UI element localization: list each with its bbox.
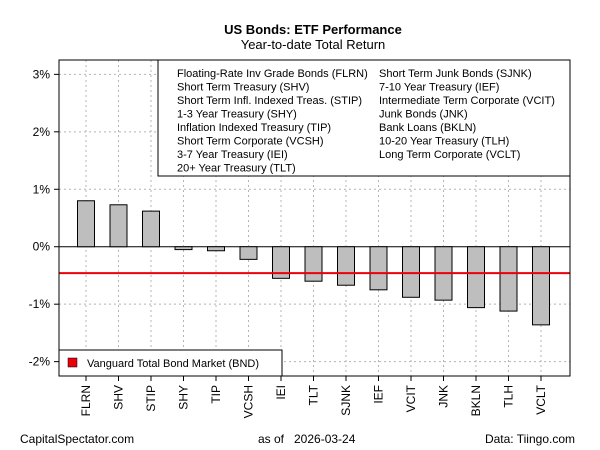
x-tick-label: BKLN — [469, 385, 483, 416]
y-tick-label: -2% — [29, 355, 51, 369]
etf-legend-entry: 7-10 Year Treasury (IEF) — [379, 82, 499, 94]
etf-legend-entry: Junk Bonds (JNK) — [379, 109, 468, 121]
bar-vclt — [532, 246, 550, 326]
x-axis: FLRN SHV STIP SHY TIP VCSH IEI TLT SJNK IEF VCIT JN… — [79, 376, 548, 418]
bar-ief — [369, 246, 388, 291]
x-tick-label: STIP — [144, 385, 158, 412]
chart-subtitle: Year-to-date Total Return — [241, 37, 386, 52]
x-tick-label: TLT — [307, 384, 321, 405]
bar-vcit — [402, 246, 420, 298]
bar-sjnk — [337, 246, 355, 286]
bars-layer — [77, 200, 550, 326]
etf-legend-entry: Short Term Infl. Indexed Treas. (STIP) — [177, 95, 362, 107]
footer-source-site: CapitalSpectator.com — [20, 432, 134, 446]
x-tick-label: SHY — [177, 385, 191, 410]
footer-date: 2026-03-24 — [294, 432, 356, 446]
etf-legend-entry: Long Term Corporate (VCLT) — [379, 149, 520, 161]
etf-legend-entry: 3-7 Year Treasury (IEI) — [177, 149, 288, 161]
x-tick-label: FLRN — [79, 385, 93, 416]
etf-legend-box — [157, 59, 571, 177]
etf-legend-entry: Short Term Treasury (SHV) — [177, 82, 309, 94]
bar-tlt — [304, 246, 323, 282]
etf-legend-entry: Short Term Corporate (VCSH) — [177, 136, 324, 148]
bar-shv — [109, 204, 128, 248]
footer-as-of: as of — [258, 432, 285, 446]
etf-legend-entry: Floating-Rate Inv Grade Bonds (FLRN) — [177, 68, 368, 80]
x-tick-label: VCSH — [242, 385, 256, 418]
y-tick-label: 1% — [33, 182, 51, 196]
etf-legend-entry: 20+ Year Treasury (TLT) — [177, 163, 296, 175]
chart-title: US Bonds: ETF Performance — [224, 22, 402, 37]
x-tick-label: TIP — [209, 385, 223, 404]
x-tick-label: SJNK — [339, 385, 353, 416]
reference-legend: Vanguard Total Bond Market (BND) — [58, 349, 283, 377]
bar-iei — [272, 246, 290, 279]
etf-legend-entry: Short Term Junk Bonds (SJNK) — [379, 68, 532, 80]
y-tick-label: -1% — [29, 297, 51, 311]
etf-legend-column-1: Floating-Rate Inv Grade Bonds (FLRN) Shor… — [177, 68, 368, 175]
reference-legend-label: Vanguard Total Bond Market (BND) — [87, 358, 259, 370]
etf-legend: Floating-Rate Inv Grade Bonds (FLRN) Shor… — [157, 59, 571, 177]
footer-data-source: Data: Tiingo.com — [485, 432, 575, 446]
x-tick-label: SHV — [112, 385, 126, 410]
bar-shy — [174, 246, 193, 251]
y-tick-label: 3% — [33, 67, 51, 81]
etf-legend-entry: Inflation Indexed Treasury (TIP) — [177, 122, 331, 134]
y-axis: -2% -1% 0% 1% 2% 3% — [29, 67, 59, 369]
bar-tlh — [499, 246, 518, 312]
x-tick-label: JNK — [437, 385, 451, 408]
bar-tip — [207, 246, 225, 252]
reference-legend-swatch — [67, 357, 78, 368]
etf-legend-column-2: Short Term Junk Bonds (SJNK) 7-10 Year Tr… — [379, 68, 555, 161]
x-tick-label: VCIT — [404, 384, 418, 412]
etf-legend-entry: Bank Loans (BKLN) — [379, 122, 476, 134]
etf-legend-entry: 1-3 Year Treasury (SHY) — [177, 109, 297, 121]
etf-legend-entry: 10-20 Year Treasury (TLH) — [379, 136, 509, 148]
x-tick-label: IEI — [274, 385, 288, 400]
y-tick-label: 0% — [33, 240, 51, 254]
x-tick-label: VCLT — [534, 384, 548, 414]
bar-vcsh — [239, 246, 258, 260]
bar-bkln — [467, 246, 485, 309]
bar-stip — [142, 210, 160, 248]
y-tick-label: 2% — [33, 125, 51, 139]
bar-flrn — [77, 200, 95, 248]
etf-legend-entry: Intermediate Term Corporate (VCIT) — [379, 95, 555, 107]
plot-frame — [58, 59, 571, 377]
x-tick-label: IEF — [372, 385, 386, 404]
x-tick-label: TLH — [502, 385, 516, 408]
